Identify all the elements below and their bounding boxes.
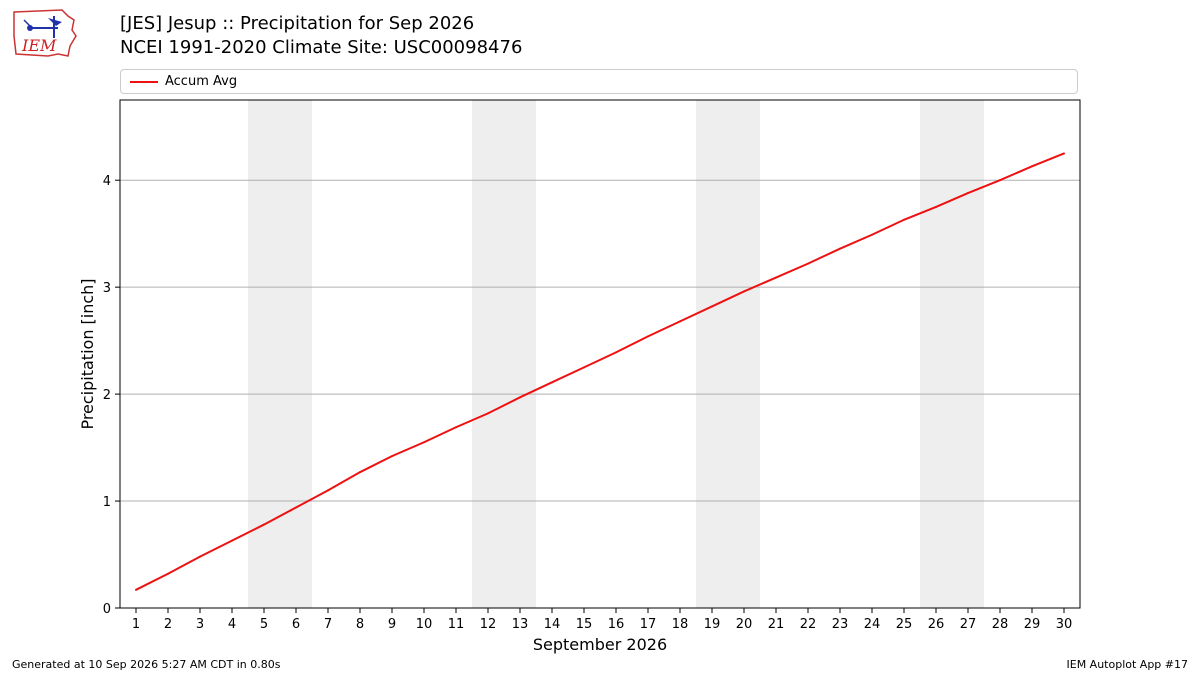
iem-logo: IEM bbox=[13, 9, 77, 57]
data-point bbox=[839, 247, 841, 250]
legend-label-accum-avg: Accum Avg bbox=[165, 74, 238, 89]
y-tick-label: 4 bbox=[103, 174, 111, 189]
x-tick-label: 27 bbox=[960, 617, 977, 632]
data-point bbox=[295, 506, 297, 509]
data-point bbox=[1031, 165, 1033, 168]
x-tick-label: 19 bbox=[704, 617, 721, 632]
legend: Accum Avg bbox=[120, 69, 1078, 94]
data-point bbox=[807, 262, 809, 265]
x-tick-label: 29 bbox=[1024, 617, 1041, 632]
x-tick-label: 16 bbox=[608, 617, 625, 632]
weekend-band bbox=[248, 100, 312, 608]
x-tick-label: 2 bbox=[164, 617, 172, 632]
data-point bbox=[455, 426, 457, 429]
x-tick-label: 9 bbox=[388, 617, 396, 632]
x-tick-label: 24 bbox=[864, 617, 881, 632]
data-point bbox=[647, 335, 649, 338]
data-point bbox=[551, 381, 553, 384]
data-point bbox=[167, 572, 169, 575]
chart-subtitle: NCEI 1991-2020 Climate Site: USC00098476 bbox=[120, 37, 523, 58]
legend-swatch-accum-avg bbox=[130, 81, 158, 83]
data-point bbox=[487, 412, 489, 415]
x-tick-label: 10 bbox=[416, 617, 433, 632]
data-point bbox=[423, 441, 425, 444]
x-tick-label: 26 bbox=[928, 617, 945, 632]
x-tick-label: 7 bbox=[324, 617, 332, 632]
x-tick-label: 30 bbox=[1056, 617, 1073, 632]
x-tick-label: 4 bbox=[228, 617, 236, 632]
logo-text: IEM bbox=[21, 36, 57, 55]
y-tick-label: 0 bbox=[103, 602, 111, 617]
data-point bbox=[775, 276, 777, 279]
data-point bbox=[999, 179, 1001, 182]
weekend-band bbox=[696, 100, 760, 608]
x-tick-label: 28 bbox=[992, 617, 1009, 632]
footer-generated-text: Generated at 10 Sep 2026 5:27 AM CDT in … bbox=[12, 658, 281, 671]
x-tick-label: 12 bbox=[480, 617, 497, 632]
x-tick-label: 18 bbox=[672, 617, 689, 632]
data-point bbox=[135, 588, 137, 591]
x-axis-label: September 2026 bbox=[533, 635, 667, 654]
y-tick-label: 1 bbox=[103, 495, 111, 510]
y-axis-label: Precipitation [inch] bbox=[78, 278, 97, 429]
weekend-band bbox=[920, 100, 984, 608]
data-point bbox=[903, 218, 905, 221]
data-point bbox=[263, 523, 265, 526]
x-tick-label: 14 bbox=[544, 617, 561, 632]
x-tick-label: 15 bbox=[576, 617, 593, 632]
y-tick-label: 3 bbox=[103, 281, 111, 296]
data-point bbox=[679, 320, 681, 323]
chart-title: [JES] Jesup :: Precipitation for Sep 202… bbox=[120, 13, 475, 34]
x-tick-label: 11 bbox=[448, 617, 465, 632]
data-point bbox=[743, 290, 745, 293]
x-tick-label: 5 bbox=[260, 617, 268, 632]
x-tick-label: 17 bbox=[640, 617, 657, 632]
x-tick-label: 21 bbox=[768, 617, 785, 632]
data-point bbox=[519, 396, 521, 399]
x-tick-label: 23 bbox=[832, 617, 849, 632]
data-point bbox=[231, 539, 233, 542]
x-tick-label: 6 bbox=[292, 617, 300, 632]
x-tick-label: 13 bbox=[512, 617, 529, 632]
plot-frame bbox=[119, 99, 1081, 609]
data-point bbox=[967, 192, 969, 195]
weekend-band bbox=[472, 100, 536, 608]
data-point bbox=[583, 366, 585, 369]
x-tick-label: 25 bbox=[896, 617, 913, 632]
data-point bbox=[935, 205, 937, 208]
data-point bbox=[199, 555, 201, 558]
x-tick-label: 22 bbox=[800, 617, 817, 632]
data-point bbox=[327, 489, 329, 492]
x-tick-label: 8 bbox=[356, 617, 364, 632]
data-point bbox=[871, 233, 873, 236]
x-tick-label: 20 bbox=[736, 617, 753, 632]
footer-app-label: IEM Autoplot App #17 bbox=[1066, 658, 1189, 671]
data-point bbox=[711, 305, 713, 308]
data-point bbox=[1063, 152, 1065, 155]
data-point bbox=[359, 471, 361, 474]
data-point bbox=[615, 351, 617, 354]
data-point bbox=[391, 455, 393, 458]
series-line-accum-avg bbox=[135, 152, 1065, 591]
x-tick-label: 3 bbox=[196, 617, 204, 632]
y-tick-label: 2 bbox=[103, 388, 111, 403]
x-tick-label: 1 bbox=[132, 617, 140, 632]
